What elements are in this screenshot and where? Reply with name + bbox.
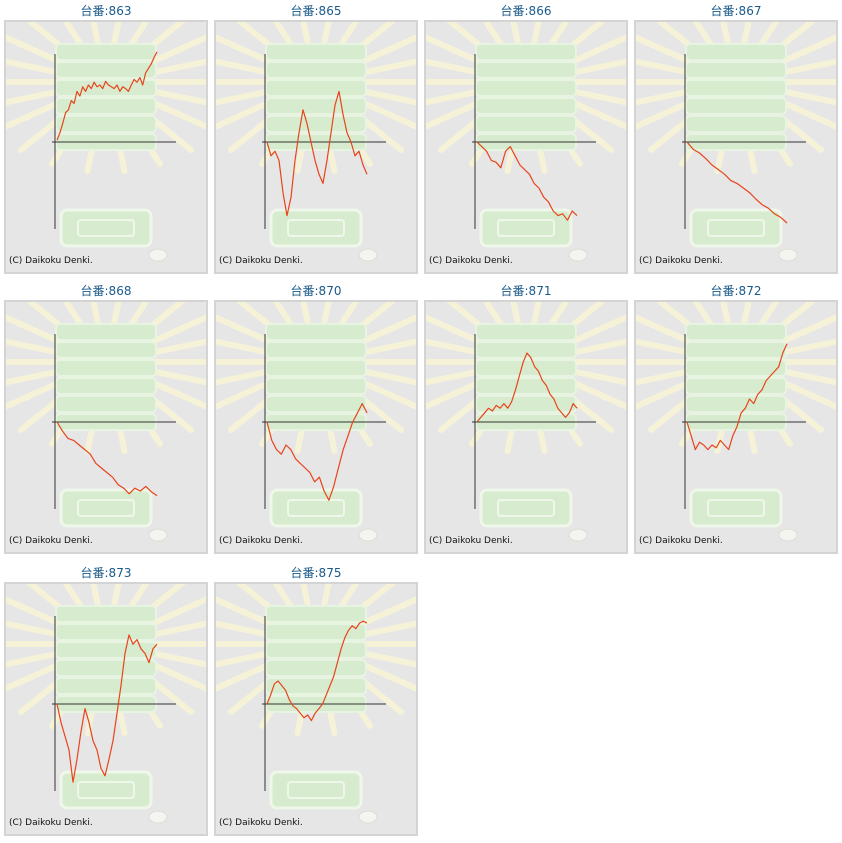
copyright-text: (C) Daikoku Denki. — [639, 256, 723, 266]
machine-number-label[interactable]: 台番:868 — [80, 284, 132, 298]
machine-number-label[interactable]: 台番:867 — [710, 4, 762, 18]
slump-graph-svg — [6, 584, 206, 824]
copyright-text: (C) Daikoku Denki. — [429, 536, 513, 546]
slump-graph: (C) Daikoku Denki. — [214, 20, 418, 274]
machine-number-label[interactable]: 台番:873 — [80, 566, 132, 580]
copyright-text: (C) Daikoku Denki. — [9, 256, 93, 266]
machine-number-label[interactable]: 台番:863 — [80, 4, 132, 18]
slump-line — [266, 402, 368, 501]
slump-line — [266, 620, 368, 722]
copyright-text: (C) Daikoku Denki. — [9, 818, 93, 828]
slump-line — [266, 90, 368, 217]
slump-line — [56, 634, 158, 783]
slump-graph-svg — [216, 584, 416, 824]
slump-graph: (C) Daikoku Denki. — [214, 300, 418, 554]
slump-graph: (C) Daikoku Denki. — [634, 20, 838, 274]
slump-line — [686, 141, 788, 224]
slump-graph: (C) Daikoku Denki. — [424, 300, 628, 554]
machine-number-label[interactable]: 台番:866 — [500, 4, 552, 18]
slump-graph: (C) Daikoku Denki. — [424, 20, 628, 274]
slump-line — [476, 352, 578, 423]
copyright-text: (C) Daikoku Denki. — [219, 256, 303, 266]
machine-number-label[interactable]: 台番:870 — [290, 284, 342, 298]
machine-number-label[interactable]: 台番:871 — [500, 284, 552, 298]
copyright-text: (C) Daikoku Denki. — [219, 818, 303, 828]
copyright-text: (C) Daikoku Denki. — [429, 256, 513, 266]
slump-line — [476, 141, 578, 221]
slump-graph: (C) Daikoku Denki. — [4, 300, 208, 554]
slump-graph-svg — [6, 302, 206, 542]
machine-number-label[interactable]: 台番:865 — [290, 4, 342, 18]
slump-graph: (C) Daikoku Denki. — [634, 300, 838, 554]
slump-graph-svg — [216, 302, 416, 542]
slump-graph-svg — [426, 22, 626, 262]
slump-line — [56, 51, 158, 141]
slump-graph-svg — [426, 302, 626, 542]
copyright-text: (C) Daikoku Denki. — [639, 536, 723, 546]
slump-graph-svg — [6, 22, 206, 262]
slump-graph: (C) Daikoku Denki. — [214, 582, 418, 836]
slump-graph: (C) Daikoku Denki. — [4, 20, 208, 274]
copyright-text: (C) Daikoku Denki. — [9, 536, 93, 546]
slump-graph: (C) Daikoku Denki. — [4, 582, 208, 836]
slump-graph-svg — [636, 22, 836, 262]
slump-line — [56, 421, 158, 497]
slump-graph-svg — [216, 22, 416, 262]
machine-number-label[interactable]: 台番:875 — [290, 566, 342, 580]
copyright-text: (C) Daikoku Denki. — [219, 536, 303, 546]
slump-line — [686, 343, 788, 451]
machine-number-label[interactable]: 台番:872 — [710, 284, 762, 298]
slump-graph-svg — [636, 302, 836, 542]
